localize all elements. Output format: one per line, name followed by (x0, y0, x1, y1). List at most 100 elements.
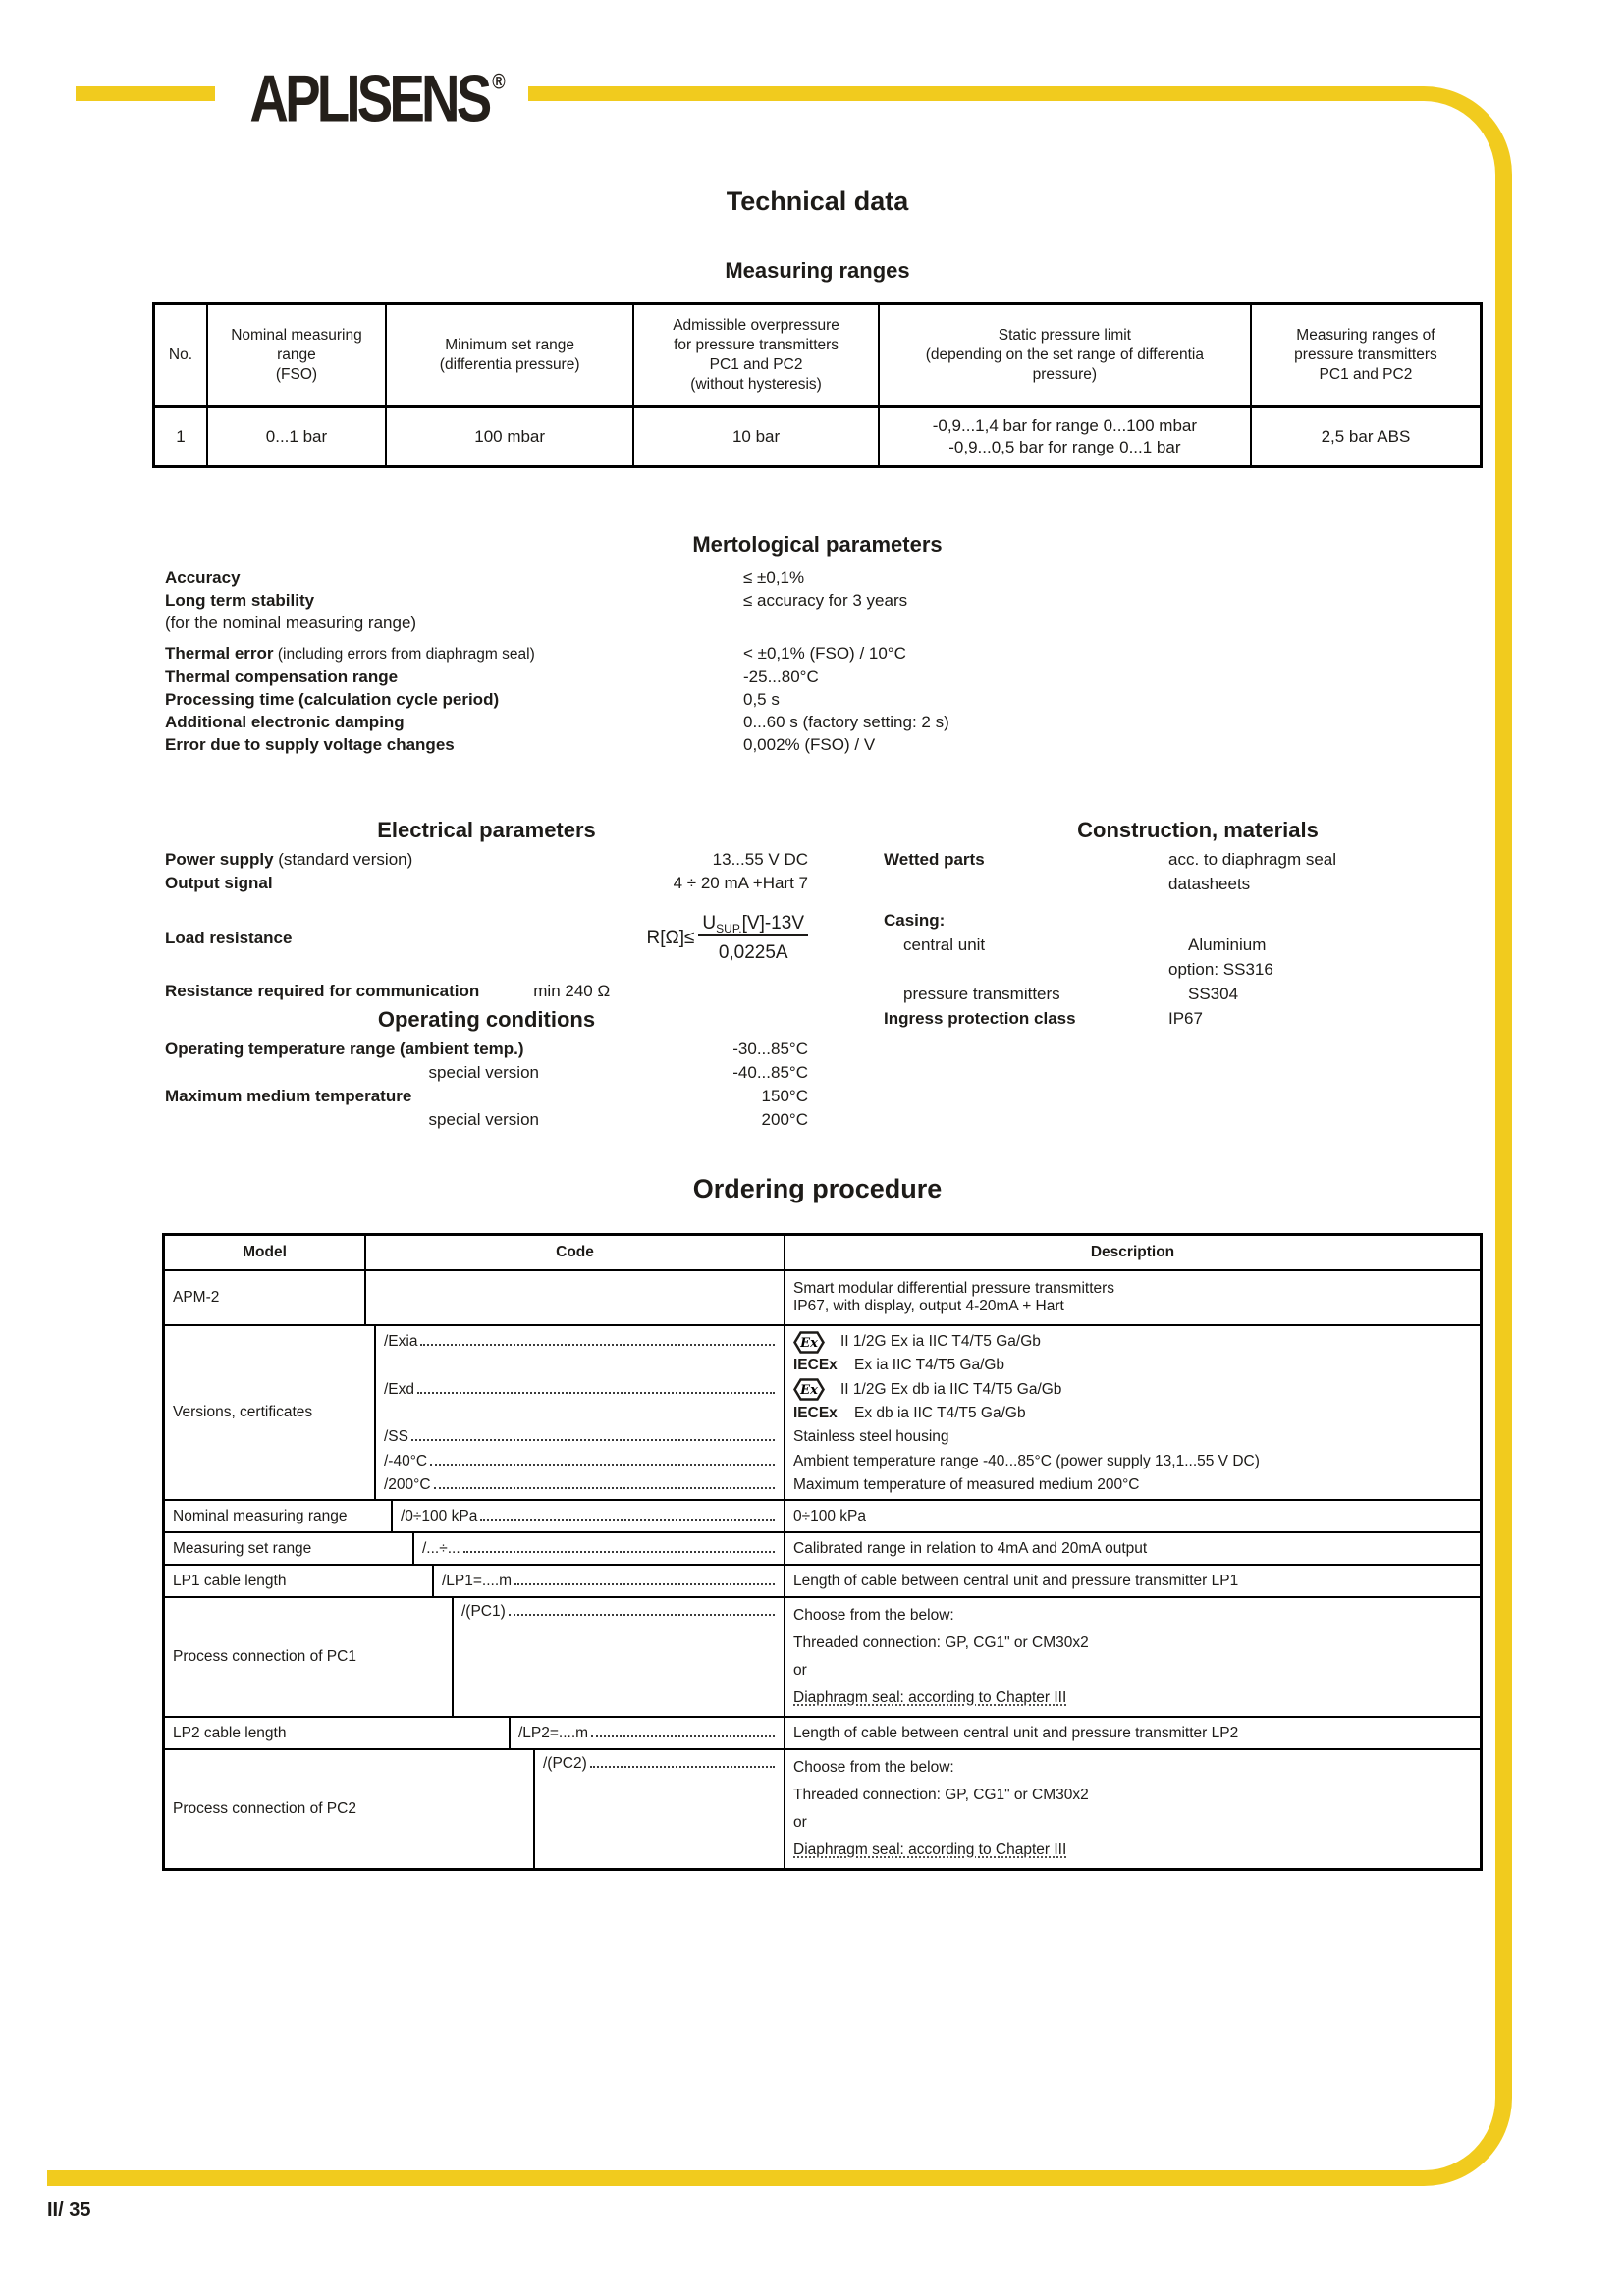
description-cell: Choose from the below: Threaded connecti… (784, 1598, 1480, 1716)
param-value: 0...60 s (factory setting: 2 s) (743, 713, 949, 731)
code-ss: /SS (384, 1428, 408, 1446)
param-value: -40...85°C (732, 1063, 808, 1082)
cell-no: 1 (176, 426, 186, 446)
param-row-supply-error: Error due to supply voltage changes 0,00… (165, 733, 1461, 756)
param-value: Aluminium (1188, 935, 1267, 954)
dotted-leader (410, 1439, 775, 1442)
code-minus40: /-40°C (384, 1452, 428, 1469)
param-row-ambient-special: special version -40...85°C (165, 1061, 808, 1085)
description-line-iecex-ia: IECEx Ex ia IIC T4/T5 Ga/Gb (793, 1354, 1472, 1377)
param-value: -30...85°C (732, 1040, 808, 1058)
code-value: /LP1=....m (442, 1572, 513, 1589)
col-header-transmitter-ranges: Measuring ranges of pressure transmitter… (1249, 305, 1480, 405)
param-row-stability-note: (for the nominal measuring range) (165, 612, 1461, 634)
ordering-heading: Ordering procedure (692, 1174, 943, 1203)
param-label: Wetted parts (884, 850, 985, 869)
param-value: < ±0,1% (FSO) / 10°C (743, 644, 906, 663)
construction-heading: Construction, materials (1077, 818, 1319, 842)
param-note: (standard version) (273, 850, 413, 869)
param-row-power-supply: Power supply (standard version) 13...55 … (165, 848, 808, 872)
dotted-leader (417, 1391, 775, 1394)
measuring-ranges-table: No. Nominal measuring range (FSO) Minimu… (152, 302, 1483, 468)
atex-ex-icon: Ex (793, 1378, 825, 1401)
model-cell: Process connection of PC1 (173, 1648, 356, 1665)
description-cell: Ex II 1/2G Ex ia IIC T4/T5 Ga/Gb IECEx E… (784, 1326, 1480, 1499)
param-value: 13...55 V DC (712, 850, 808, 869)
param-row-wetted-parts-2: datasheets (884, 873, 1492, 897)
param-row-stability: Long term stability ≤ accuracy for 3 yea… (165, 589, 1461, 612)
iecex-label: IECEx (793, 1357, 838, 1374)
param-value: 200°C (761, 1110, 808, 1129)
param-label: Accuracy (165, 568, 241, 587)
ordering-table: Model Code Description APM-2 Smart modul… (162, 1233, 1483, 1871)
col-header-code: Code (364, 1236, 784, 1269)
code-cell: /Exia /Exd /SS /-40°C /200°C (374, 1326, 784, 1499)
param-value: ≤ accuracy for 3 years (743, 591, 908, 610)
code-value: /...÷... (422, 1539, 460, 1557)
svg-text:Ex: Ex (799, 1383, 818, 1398)
page-title: Technical data (726, 187, 909, 216)
dotted-leader (591, 1735, 775, 1737)
description-line: Threaded connection: GP, CG1" or CM30x2 (793, 1787, 1089, 1803)
code-value: /LP2=....m (518, 1724, 589, 1741)
param-row-thermal-error: Thermal error (including errors from dia… (165, 642, 1461, 666)
model-cell: LP1 cable length (173, 1572, 287, 1589)
param-value: 150°C (761, 1087, 808, 1105)
param-label: Power supply (165, 850, 274, 869)
description-cell: Calibrated range in relation to 4mA and … (784, 1533, 1480, 1564)
param-value: 0,5 s (743, 690, 780, 709)
model-cell: Measuring set range (173, 1539, 312, 1557)
cell-static-limit: -0,9...1,4 bar for range 0...100 mbar -0… (877, 408, 1250, 465)
param-label: Additional electronic damping (165, 713, 405, 731)
operating-heading: Operating conditions (377, 1007, 596, 1032)
ordering-row-set-range: Measuring set range /...÷... Calibrated … (165, 1531, 1480, 1564)
cell-nominal-range: 0...1 bar (205, 408, 385, 465)
ordering-row-lp2: LP2 cable length /LP2=....m Length of ca… (165, 1716, 1480, 1748)
description-cell: Length of cable between central unit and… (784, 1566, 1480, 1596)
formula-numerator-rest: [V]-13V (741, 912, 804, 934)
description-line-iecex-db: IECEx Ex db ia IIC T4/T5 Ga/Gb (793, 1402, 1472, 1425)
description-cell: Smart modular differential pressure tran… (784, 1271, 1480, 1324)
metrological-heading: Mertological parameters (692, 532, 943, 557)
formula-denominator: 0,0225A (718, 941, 788, 963)
description-line: Ex db ia IIC T4/T5 Ga/Gb (854, 1404, 1026, 1421)
param-label: special version (428, 1063, 539, 1082)
model-cell: Process connection of PC2 (173, 1800, 356, 1817)
param-row-ambient-temp: Operating temperature range (ambient tem… (165, 1038, 808, 1061)
code-cell: /(PC2) (533, 1750, 784, 1868)
col-header-description: Description (784, 1236, 1480, 1269)
dotted-leader (508, 1614, 775, 1616)
code-cell (364, 1271, 784, 1324)
ordering-row-lp1: LP1 cable length /LP1=....m Length of ca… (165, 1564, 1480, 1596)
description-line: or (793, 1814, 807, 1831)
dotted-leader (514, 1582, 775, 1585)
dotted-leader (480, 1518, 775, 1521)
description-line: Maximum temperature of measured medium 2… (793, 1475, 1140, 1493)
electrical-section: Power supply (standard version) 13...55 … (165, 848, 808, 1003)
param-row-casing: Casing: (884, 909, 1492, 934)
frame-gap-left (47, 83, 76, 104)
param-row-pressure-transmitters: pressure transmitters SS304 (884, 983, 1492, 1007)
param-row-output-signal: Output signal 4 ÷ 20 mA +Hart 7 (165, 872, 808, 895)
ordering-header-row: Model Code Description (165, 1236, 1480, 1269)
param-row-damping: Additional electronic damping 0...60 s (… (165, 711, 1461, 733)
col-header-static-limit: Static pressure limit (depending on the … (877, 305, 1250, 405)
param-value: min 240 Ω (533, 982, 611, 1000)
page-number: II/ 35 (47, 2199, 91, 2220)
registered-mark: ® (492, 70, 507, 95)
param-row-thermal-comp: Thermal compensation range -25...80°C (165, 666, 1461, 688)
col-header-overpressure: Admissible overpressure for pressure tra… (632, 305, 878, 405)
code-exia: /Exia (384, 1333, 418, 1351)
param-row-processing-time: Processing time (calculation cycle perio… (165, 688, 1461, 711)
param-value: 4 ÷ 20 mA +Hart 7 (673, 874, 808, 892)
param-label: Error due to supply voltage changes (165, 735, 455, 754)
brand-name: APLISENS (249, 62, 493, 136)
description-line-atex-db: Ex II 1/2G Ex db ia IIC T4/T5 Ga/Gb (793, 1378, 1472, 1402)
code-exd: /Exd (384, 1380, 415, 1398)
param-value: acc. to diaphragm seal (1168, 850, 1337, 869)
measuring-table-row: 1 0...1 bar 100 mbar 10 bar -0,9...1,4 b… (155, 405, 1480, 465)
param-label: Load resistance (165, 928, 293, 947)
code-value: /(PC1) (461, 1603, 506, 1620)
description-line: or (793, 1662, 807, 1679)
